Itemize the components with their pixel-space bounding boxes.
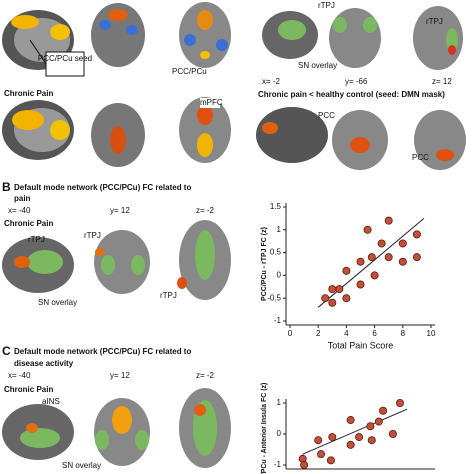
y-tick-label: 0 (277, 429, 282, 438)
y-tick-label: 1.5 (270, 202, 282, 211)
region-label: aINS (42, 397, 60, 406)
data-point (328, 433, 337, 442)
data-point (377, 239, 386, 248)
data-point (363, 225, 372, 234)
trend-line (317, 218, 425, 308)
y-axis-label: PCC/PCu - rTPJ FC (z) (261, 227, 268, 301)
x-tick-label: 8 (401, 329, 406, 338)
region-label: SN overlay (38, 298, 77, 307)
coord-label: z= -2 (196, 371, 215, 380)
data-point (317, 450, 326, 459)
data-point (366, 422, 375, 431)
region-label: SN overlay (298, 61, 337, 70)
coord-label: x= -40 (8, 206, 31, 215)
data-point (321, 294, 330, 303)
region-label: rTPJ (318, 1, 335, 10)
coord-label: y= -66 (345, 77, 368, 86)
brain-images-b (2, 220, 231, 300)
data-point (335, 285, 344, 294)
region-label: rTPJ (84, 231, 101, 240)
y-tick-label: -1 (274, 316, 282, 325)
coord-label: x= -40 (8, 371, 31, 380)
data-point (328, 285, 337, 294)
data-point (346, 440, 355, 449)
coord-label: x= -2 (262, 77, 281, 86)
coord-label: y= 12 (110, 371, 130, 380)
region-label: SN overlay (62, 461, 101, 470)
group-label: Chronic Pain (4, 89, 53, 98)
data-point (412, 253, 421, 262)
group-label: Chronic Pain (4, 385, 53, 394)
data-point (398, 239, 407, 248)
data-point (374, 417, 383, 426)
data-point (370, 271, 379, 280)
panel-title: Default mode network (PCC/PCu) FC relate… (14, 347, 191, 356)
y-tick-label: -1 (274, 460, 282, 469)
data-point (314, 436, 323, 445)
region-label: PCC/PCu (172, 67, 207, 76)
panel-title: disease activity (14, 359, 74, 368)
coord-label: y= 12 (110, 206, 130, 215)
brain-images-a (0, 0, 255, 170)
y-tick-label: -0.5 (267, 293, 281, 302)
brain-images-a-right (256, 6, 466, 170)
x-axis-label: Total Pain Score (328, 340, 394, 350)
data-point (384, 253, 393, 262)
data-point (398, 257, 407, 266)
panel-letter: C (2, 344, 11, 358)
region-label: mPFC (200, 98, 223, 107)
data-point (342, 266, 351, 275)
coord-label: z= 12 (432, 77, 452, 86)
x-tick-label: 0 (288, 329, 293, 338)
x-tick-label: 10 (427, 329, 436, 338)
data-point (342, 294, 351, 303)
region-label: rTPJ (426, 17, 443, 26)
panel-title: Default mode network (PCC/PCu) FC relate… (14, 183, 191, 192)
data-point (356, 257, 365, 266)
data-point (346, 416, 355, 425)
region-label: PCC (318, 111, 335, 120)
panel-title: pain (14, 194, 31, 203)
y-tick-label: 0 (277, 271, 282, 280)
data-point (328, 298, 337, 307)
x-tick-label: 4 (344, 329, 349, 338)
data-point (395, 398, 404, 407)
region-label: PCC (412, 153, 429, 162)
data-point (384, 216, 393, 225)
seed-label: PCC/PCu seed (38, 54, 92, 63)
y-tick-label: 0.5 (270, 248, 282, 257)
x-tick-label: 2 (316, 329, 321, 338)
data-point (300, 460, 309, 469)
x-tick-label: 6 (372, 329, 377, 338)
data-point (367, 253, 376, 262)
data-point (356, 280, 365, 289)
data-point (355, 433, 364, 442)
data-point (388, 429, 397, 438)
group-label: Chronic Pain (4, 219, 53, 228)
data-point (412, 230, 421, 239)
coord-label: z= -2 (196, 206, 215, 215)
y-tick-label: 1 (277, 225, 282, 234)
brain-images-c (2, 388, 231, 468)
trend-line (302, 408, 408, 455)
y-tick-label: 1 (277, 398, 282, 407)
region-label: rTPJ (160, 291, 177, 300)
y-axis-label: CC/PCu - Anterior Insula FC (z) (261, 383, 268, 474)
data-point (379, 406, 388, 415)
region-label: rTPJ (28, 235, 45, 244)
panel-letter: B (2, 180, 11, 194)
contrast-title: Chronic pain < healthy control (seed: DM… (258, 90, 445, 99)
data-point (367, 436, 376, 445)
data-point (326, 456, 335, 465)
